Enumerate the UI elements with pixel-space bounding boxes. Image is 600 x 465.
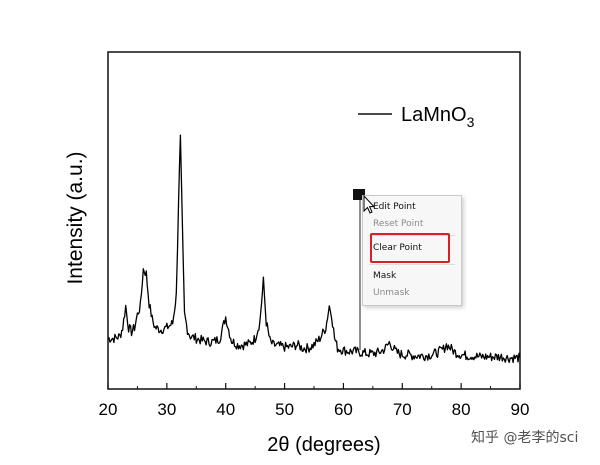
menu-item-clear-point[interactable]: Clear Point — [373, 243, 422, 253]
x-tick-label: 70 — [393, 400, 412, 419]
menu-item-unmask[interactable]: Unmask — [373, 288, 410, 298]
x-tick-label: 80 — [452, 400, 471, 419]
x-tick-label: 20 — [99, 400, 118, 419]
legend-series-subscript: 3 — [467, 114, 475, 130]
legend-series-name: LaMnO — [401, 104, 467, 126]
menu-item-edit-point[interactable]: Edit Point — [373, 202, 416, 212]
menu-separator — [369, 264, 455, 265]
x-tick-label: 60 — [334, 400, 353, 419]
x-tick-labels: 20 30 40 50 60 70 80 90 — [99, 400, 530, 419]
y-axis-label: Intensity (a.u.) — [64, 151, 87, 284]
context-menu: Edit Point Reset Point Clear Point Mask … — [362, 195, 462, 306]
x-tick-label: 50 — [275, 400, 294, 419]
x-tick-label: 30 — [157, 400, 176, 419]
menu-separator — [369, 235, 455, 236]
point-marker-handle[interactable] — [353, 189, 365, 200]
x-tick-label: 40 — [216, 400, 235, 419]
menu-item-mask[interactable]: Mask — [373, 271, 397, 281]
legend-label: LaMnO3 — [401, 104, 475, 130]
watermark-text: 知乎 @老李的sci — [471, 430, 579, 446]
arrow-cursor-icon — [363, 195, 376, 214]
series-layer — [107, 134, 521, 364]
menu-item-reset-point[interactable]: Reset Point — [373, 219, 424, 229]
x-axis-label: 2θ (degrees) — [267, 434, 380, 456]
series-line-lamno3 — [107, 134, 521, 364]
x-tick-label: 90 — [511, 400, 530, 419]
clear-point-highlight — [370, 233, 450, 263]
plot-frame — [107, 51, 521, 390]
